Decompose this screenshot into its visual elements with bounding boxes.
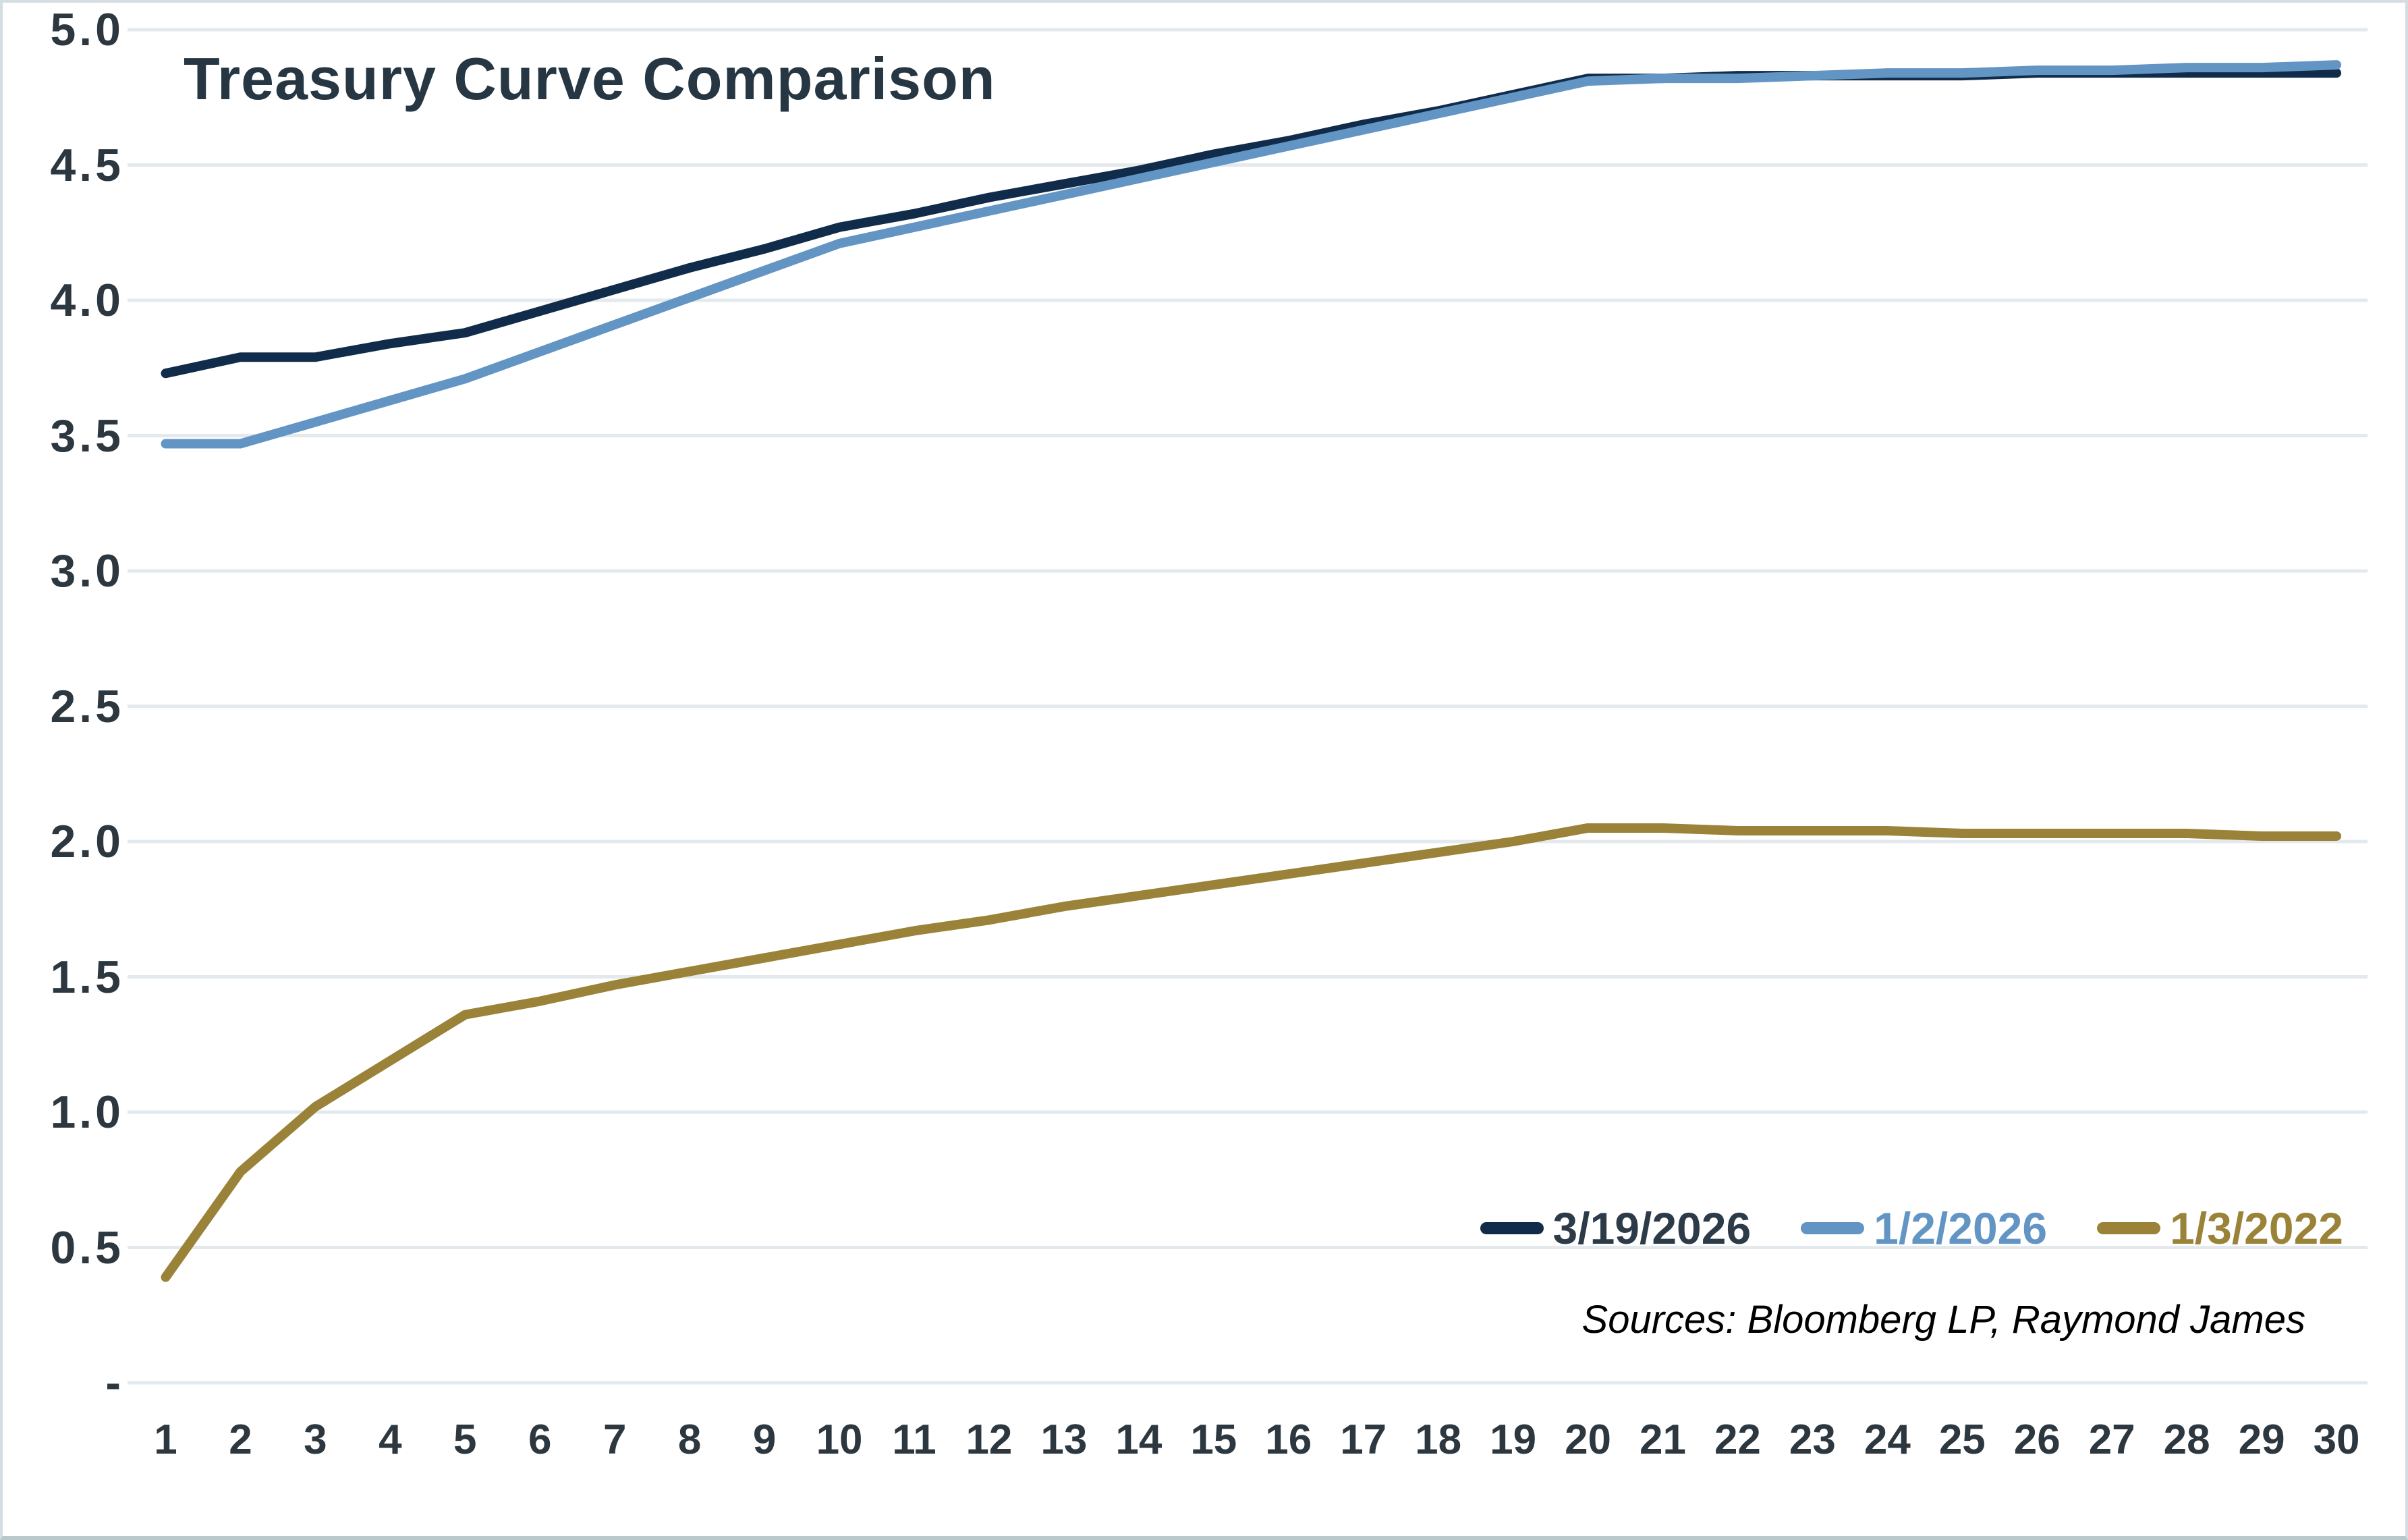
legend-item-0: 3/19/2026 <box>1480 1203 1752 1254</box>
x-axis-label: 26 <box>2013 1417 2061 1463</box>
x-axis-label: 19 <box>1490 1417 1537 1463</box>
x-axis-label: 22 <box>1714 1417 1761 1463</box>
x-axis-label: 5 <box>453 1417 477 1463</box>
legend-label: 3/19/2026 <box>1552 1203 1752 1253</box>
x-axis-label: 9 <box>752 1417 777 1463</box>
x-axis-label: 30 <box>2313 1417 2360 1463</box>
x-axis-label: 15 <box>1190 1417 1237 1463</box>
y-axis-label: 4.0 <box>50 275 124 326</box>
chart-title: Treasury Curve Comparison <box>184 45 996 112</box>
legend-swatch-icon <box>1480 1222 1544 1234</box>
y-axis-label: 0.5 <box>50 1221 124 1273</box>
y-axis-label: 4.5 <box>50 139 124 191</box>
x-axis-label: 2 <box>229 1417 252 1463</box>
y-axis-label: 3.0 <box>50 545 124 597</box>
x-axis-label: 14 <box>1115 1417 1163 1463</box>
x-axis-label: 29 <box>2238 1417 2285 1463</box>
x-axis-label: 16 <box>1265 1417 1312 1463</box>
sources-note: Sources: Bloomberg LP, Raymond James <box>1581 1298 2305 1342</box>
x-axis-label: 20 <box>1565 1417 1612 1463</box>
legend-swatch-icon <box>2097 1222 2161 1234</box>
y-axis-label: - <box>105 1357 124 1408</box>
x-axis-label: 27 <box>2088 1417 2135 1463</box>
x-axis-label: 11 <box>892 1417 936 1463</box>
x-axis-label: 21 <box>1640 1417 1686 1463</box>
legend: 3/19/2026 1/2/2026 1/3/2022 <box>1480 1203 2343 1254</box>
x-axis-label: 28 <box>2163 1417 2210 1463</box>
legend-label: 1/2/2026 <box>1874 1203 2048 1253</box>
x-axis-label: 10 <box>816 1417 863 1463</box>
series-line-1 <box>161 60 2342 449</box>
legend-label: 1/3/2022 <box>2170 1203 2343 1253</box>
series-line-2 <box>161 823 2342 1282</box>
legend-item-2: 1/3/2022 <box>2097 1203 2343 1254</box>
x-axis-label: 25 <box>1938 1417 1986 1463</box>
y-axis-label: 1.0 <box>50 1087 124 1138</box>
x-axis-label: 24 <box>1864 1417 1911 1463</box>
y-axis-label: 2.0 <box>50 816 124 867</box>
x-axis-label: 12 <box>965 1417 1013 1463</box>
x-axis-label: 4 <box>379 1417 402 1463</box>
x-axis-label: 1 <box>154 1417 177 1463</box>
y-axis-label: 1.5 <box>50 951 124 1003</box>
y-axis-label: 5.0 <box>50 4 124 55</box>
x-axis-label: 6 <box>528 1417 552 1463</box>
legend-swatch-icon <box>1801 1222 1865 1234</box>
x-axis-label: 8 <box>677 1417 702 1463</box>
series-line-0 <box>161 68 2342 379</box>
x-axis-label: 3 <box>304 1417 327 1463</box>
plot-area <box>128 28 2368 1385</box>
x-axis-label: 7 <box>603 1417 627 1463</box>
y-axis-label: 3.5 <box>50 410 124 462</box>
x-axis-label: 18 <box>1415 1417 1462 1463</box>
x-axis-label: 13 <box>1040 1417 1088 1463</box>
y-axis-label: 2.5 <box>50 680 124 732</box>
legend-item-1: 1/2/2026 <box>1801 1203 2047 1254</box>
x-axis-label: 17 <box>1340 1417 1387 1463</box>
x-axis-label: 23 <box>1789 1417 1836 1463</box>
